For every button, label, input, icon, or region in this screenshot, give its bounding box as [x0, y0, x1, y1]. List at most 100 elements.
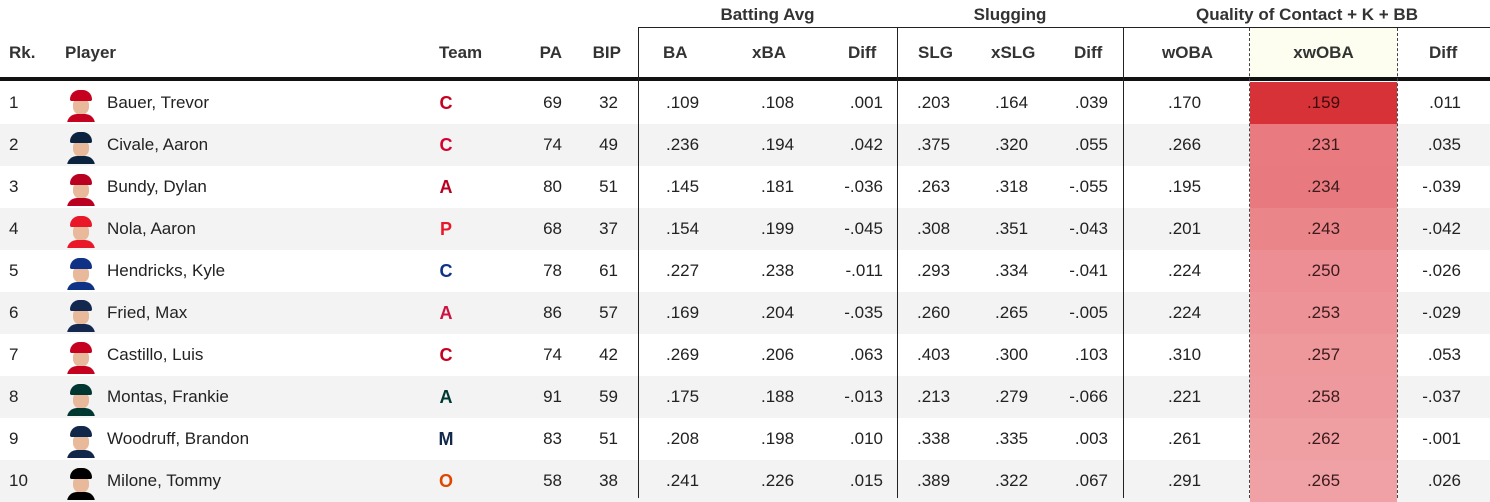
row-woba-diff: -.039: [1422, 177, 1461, 196]
row-bip: 38: [599, 471, 618, 490]
brewers-logo-icon: M: [438, 429, 454, 449]
player-headshot: [64, 296, 98, 332]
row-ba: .236: [666, 135, 700, 154]
column-group-headers: Batting Avg Slugging Quality of Contact …: [0, 0, 1490, 28]
xwoba-header-highlight: [1250, 28, 1397, 78]
player-name-link[interactable]: Bauer, Trevor: [107, 93, 210, 112]
player-name-link[interactable]: Civale, Aaron: [107, 135, 209, 154]
header-rank[interactable]: Rk.: [9, 43, 36, 62]
header-pa[interactable]: PA: [539, 43, 562, 62]
row-pa: 83: [543, 429, 562, 448]
row-rank: 3: [9, 177, 19, 196]
player-name-link[interactable]: Bundy, Dylan: [107, 177, 207, 196]
row-xslg: .351: [995, 219, 1029, 238]
header-player[interactable]: Player: [65, 43, 117, 62]
row-bip: 59: [599, 387, 618, 406]
row-rank: 9: [9, 429, 19, 448]
braves-logo-icon: A: [439, 303, 453, 323]
player-name-link[interactable]: Castillo, Luis: [107, 345, 204, 364]
xwoba-highlight: [1250, 418, 1397, 460]
header-ba[interactable]: BA: [663, 43, 688, 62]
row-xslg: .318: [995, 177, 1029, 196]
player-headshot: [64, 212, 98, 248]
cubs-logo-icon: C: [439, 261, 453, 281]
row-xba: .194: [761, 135, 795, 154]
row-xwoba: .258: [1306, 387, 1341, 406]
row-xwoba: .253: [1306, 303, 1341, 322]
divider-quality: [1123, 28, 1124, 498]
player-name-link[interactable]: Fried, Max: [107, 303, 188, 322]
table-row[interactable]: 6 86 57 .169 .204 -.035 .260 .265 -.005 .224 -.029…: [0, 292, 1490, 334]
header-xba[interactable]: xBA: [752, 43, 787, 62]
row-pa: 78: [543, 261, 562, 280]
row-woba: .221: [1168, 387, 1202, 406]
row-slg: .338: [917, 429, 951, 448]
athletics-logo-icon: A: [439, 387, 453, 407]
row-ba-diff: -.035: [844, 303, 883, 322]
table-row[interactable]: 3 80 51 .145 .181 -.036 .263 .318 -.055 .195 -.039…: [0, 166, 1490, 208]
header-team[interactable]: Team: [439, 43, 483, 62]
table-row[interactable]: 2 74 49 .236 .194 .042 .375 .320 .055 .266 .035 Civ…: [0, 124, 1490, 166]
row-woba-diff: -.026: [1422, 261, 1461, 280]
player-name-link[interactable]: Woodruff, Brandon: [107, 429, 250, 448]
table-row[interactable]: 1 69 32 .109 .108 .001 .203 .164 .039 .170 .011 Bau…: [0, 82, 1490, 124]
table-row[interactable]: 9 83 51 .208 .198 .010 .338 .335 .003 .261 -.001 Wo…: [0, 418, 1490, 460]
player-name-link[interactable]: Milone, Tommy: [107, 471, 221, 490]
xwoba-divider-right: [1397, 28, 1398, 498]
table-row[interactable]: 10 58 38 .241 .226 .015 .389 .322 .067 .291 .026 Mi…: [0, 460, 1490, 502]
xwoba-highlight: [1250, 334, 1397, 376]
row-ba-diff: .010: [849, 429, 883, 448]
row-bip: 51: [599, 429, 618, 448]
row-bip: 61: [599, 261, 618, 280]
header-bip[interactable]: BIP: [592, 43, 621, 62]
row-woba-diff: -.037: [1422, 387, 1461, 406]
group-slugging: Slugging: [973, 5, 1047, 24]
row-xba: .199: [761, 219, 795, 238]
row-bip: 42: [599, 345, 618, 364]
xwoba-highlight: [1250, 460, 1397, 502]
xwoba-divider-left: [1249, 28, 1250, 498]
header-xwoba[interactable]: xwOBA: [1293, 43, 1354, 62]
xwoba-highlight: [1250, 82, 1397, 124]
row-woba-diff: -.029: [1422, 303, 1461, 322]
header-slg-diff[interactable]: Diff: [1074, 43, 1103, 62]
player-name-link[interactable]: Nola, Aaron: [107, 219, 196, 238]
header-xslg[interactable]: xSLG: [991, 43, 1036, 62]
row-xwoba: .250: [1306, 261, 1341, 280]
row-ba: .154: [666, 219, 700, 238]
row-slg: .308: [917, 219, 951, 238]
table-row[interactable]: 8 91 59 .175 .188 -.013 .213 .279 -.066 .221 -.037…: [0, 376, 1490, 418]
player-headshot: [64, 170, 98, 206]
player-name-link[interactable]: Hendricks, Kyle: [107, 261, 226, 280]
table-row[interactable]: 7 74 42 .269 .206 .063 .403 .300 .103 .310 .053 Cas…: [0, 334, 1490, 376]
player-headshot: [64, 338, 98, 374]
row-rank: 6: [9, 303, 19, 322]
guardians-logo-icon: C: [439, 135, 453, 155]
header-slg[interactable]: SLG: [918, 43, 953, 62]
row-xslg: .322: [995, 471, 1029, 490]
row-ba-diff: -.036: [844, 177, 883, 196]
row-ba: .269: [666, 345, 700, 364]
row-xba: .108: [761, 93, 795, 112]
row-xba: .204: [761, 303, 795, 322]
row-woba: .201: [1168, 219, 1202, 238]
row-ba-diff: .015: [849, 471, 883, 490]
table-row[interactable]: 5 78 61 .227 .238 -.011 .293 .334 -.041 .224 -.026…: [0, 250, 1490, 292]
table-row[interactable]: 4 68 37 .154 .199 -.045 .308 .351 -.043 .201 -.042…: [0, 208, 1490, 250]
row-slg: .263: [917, 177, 951, 196]
row-xba: .188: [761, 387, 795, 406]
row-woba: .261: [1168, 429, 1202, 448]
row-ba: .169: [666, 303, 700, 322]
row-slg: .293: [917, 261, 951, 280]
header-woba-diff[interactable]: Diff: [1429, 43, 1458, 62]
header-ba-diff[interactable]: Diff: [848, 43, 877, 62]
row-pa: 86: [543, 303, 562, 322]
row-bip: 51: [599, 177, 618, 196]
row-xslg: .300: [995, 345, 1029, 364]
row-rank: 4: [9, 219, 19, 238]
row-slg: .375: [917, 135, 951, 154]
header-woba[interactable]: wOBA: [1162, 43, 1213, 62]
player-headshot: [64, 86, 98, 122]
divider-slugging: [897, 28, 898, 498]
player-name-link[interactable]: Montas, Frankie: [107, 387, 229, 406]
